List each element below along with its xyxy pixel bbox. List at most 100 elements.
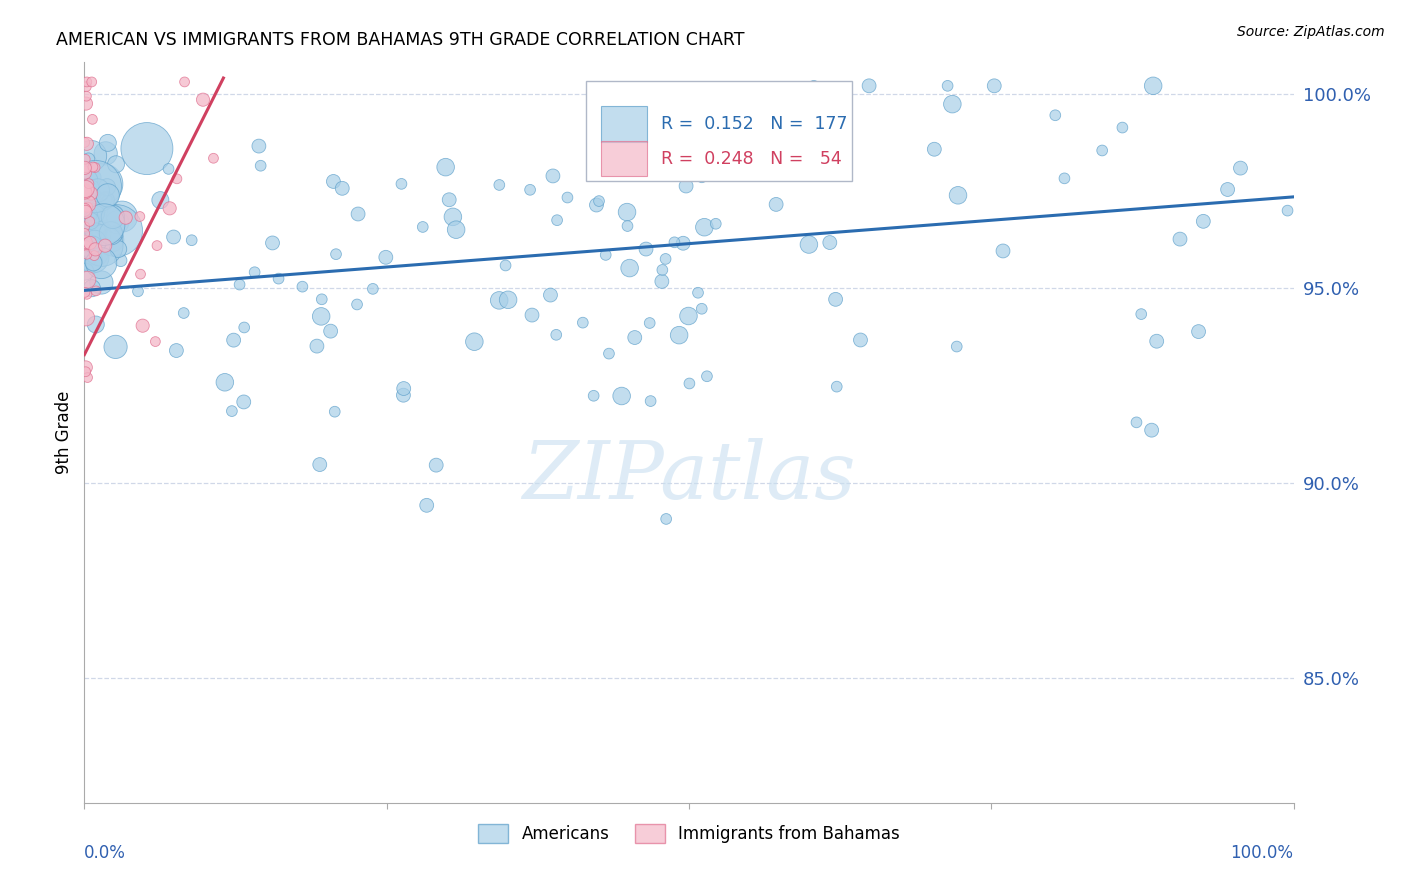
Point	[101, 210, 124, 224]
Point	[1045, 108, 1067, 122]
Point	[173, 306, 195, 320]
Point	[76, 287, 98, 301]
Point	[73, 227, 96, 241]
Point	[595, 248, 617, 262]
Point	[1168, 232, 1191, 246]
Point	[75, 185, 97, 199]
Point	[655, 512, 678, 526]
Point	[157, 161, 180, 176]
Point	[361, 282, 384, 296]
Point	[75, 89, 97, 103]
Point	[540, 288, 562, 302]
Point	[180, 233, 202, 247]
Point	[75, 96, 97, 111]
Point	[803, 78, 825, 93]
Point	[75, 79, 97, 94]
Point	[73, 186, 96, 201]
Point	[129, 267, 152, 281]
Point	[766, 141, 789, 155]
Point	[135, 142, 157, 156]
Point	[325, 247, 347, 261]
Point	[672, 236, 695, 251]
Point	[634, 242, 657, 256]
Point	[214, 376, 236, 390]
Point	[146, 238, 169, 252]
Point	[84, 243, 107, 257]
Point	[103, 227, 125, 242]
Point	[232, 395, 254, 409]
Point	[267, 271, 290, 285]
Point	[75, 174, 97, 188]
Point	[557, 190, 579, 204]
Y-axis label: 9th Grade: 9th Grade	[55, 391, 73, 475]
Point	[233, 320, 256, 334]
Point	[84, 227, 107, 241]
Point	[391, 177, 413, 191]
Point	[165, 343, 187, 358]
Point	[84, 318, 107, 332]
Point	[97, 136, 120, 150]
Text: 0.0%: 0.0%	[84, 844, 127, 862]
Point	[696, 369, 718, 384]
Point	[90, 276, 112, 290]
Point	[75, 235, 97, 249]
Point	[149, 193, 172, 207]
Point	[128, 210, 150, 224]
Point	[75, 235, 97, 249]
Point	[1111, 120, 1133, 135]
Point	[585, 198, 607, 212]
Point	[346, 297, 368, 311]
Point	[249, 159, 271, 173]
Text: Source: ZipAtlas.com: Source: ZipAtlas.com	[1237, 25, 1385, 39]
Point	[243, 265, 266, 279]
Point	[496, 293, 519, 307]
Point	[76, 247, 98, 261]
Point	[541, 169, 564, 183]
Point	[173, 75, 195, 89]
Point	[737, 115, 759, 129]
Point	[495, 259, 517, 273]
Point	[520, 308, 543, 322]
Point	[697, 93, 720, 107]
Point	[664, 235, 686, 250]
Point	[983, 78, 1005, 93]
Point	[75, 238, 97, 252]
Point	[1192, 214, 1215, 228]
Point	[690, 301, 713, 316]
Point	[412, 219, 434, 234]
Text: ZIPatlas: ZIPatlas	[522, 438, 856, 516]
Point	[80, 281, 103, 295]
Point	[936, 78, 959, 93]
Point	[651, 263, 673, 277]
Point	[80, 181, 103, 195]
Point	[946, 188, 969, 202]
Point	[75, 227, 97, 241]
Point	[654, 252, 676, 266]
Point	[991, 244, 1014, 258]
Point	[84, 247, 107, 261]
Point	[145, 334, 167, 349]
Point	[76, 273, 98, 287]
Point	[1142, 78, 1164, 93]
Point	[80, 186, 103, 201]
Point	[73, 136, 96, 150]
Point	[941, 97, 963, 112]
Point	[94, 192, 117, 206]
Point	[110, 253, 132, 268]
Point	[598, 346, 620, 360]
Point	[758, 93, 780, 107]
Point	[221, 404, 243, 418]
Point	[82, 255, 104, 269]
Point	[77, 250, 100, 264]
Point	[73, 184, 96, 198]
Point	[824, 293, 846, 307]
Point	[76, 200, 98, 214]
Point	[82, 112, 104, 127]
Point	[1229, 161, 1251, 175]
Point	[444, 222, 467, 236]
Point	[1053, 171, 1076, 186]
Point	[83, 250, 105, 264]
Point	[678, 376, 700, 391]
Point	[75, 182, 97, 196]
Point	[90, 256, 112, 270]
